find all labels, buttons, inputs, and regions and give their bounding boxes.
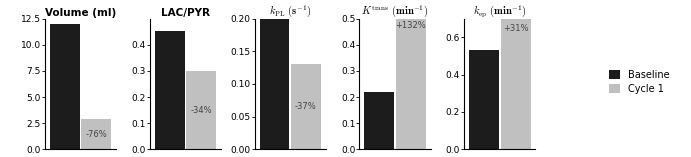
Bar — [364, 92, 395, 149]
Bar — [155, 31, 184, 149]
Bar — [396, 16, 426, 149]
Title: $k_{\mathrm{PL}}$ $\mathbf{(s^{-1})}$: $k_{\mathrm{PL}}$ $\mathbf{(s^{-1})}$ — [269, 3, 312, 19]
Title: $k_{\mathrm{ep}}$ $\mathbf{(min^{-1})}$: $k_{\mathrm{ep}}$ $\mathbf{(min^{-1})}$ — [473, 3, 527, 19]
Text: -37%: -37% — [295, 102, 316, 111]
Text: -76%: -76% — [85, 130, 107, 138]
Bar — [260, 16, 290, 149]
Bar — [469, 50, 499, 149]
Bar — [500, 19, 531, 149]
Text: +31%: +31% — [503, 24, 529, 33]
Title: Volume (ml): Volume (ml) — [45, 8, 116, 18]
Bar — [186, 71, 216, 149]
Text: -34%: -34% — [190, 106, 212, 115]
Text: +132%: +132% — [395, 22, 426, 30]
Bar — [291, 64, 321, 149]
Bar — [82, 119, 111, 149]
Bar — [50, 24, 79, 149]
Legend: Baseline, Cycle 1: Baseline, Cycle 1 — [609, 70, 670, 94]
Title: $K^{\mathrm{trans}}$ $\mathbf{(min^{-1})}$: $K^{\mathrm{trans}}$ $\mathbf{(min^{-1})… — [361, 3, 428, 19]
Title: LAC/PYR: LAC/PYR — [161, 8, 210, 18]
